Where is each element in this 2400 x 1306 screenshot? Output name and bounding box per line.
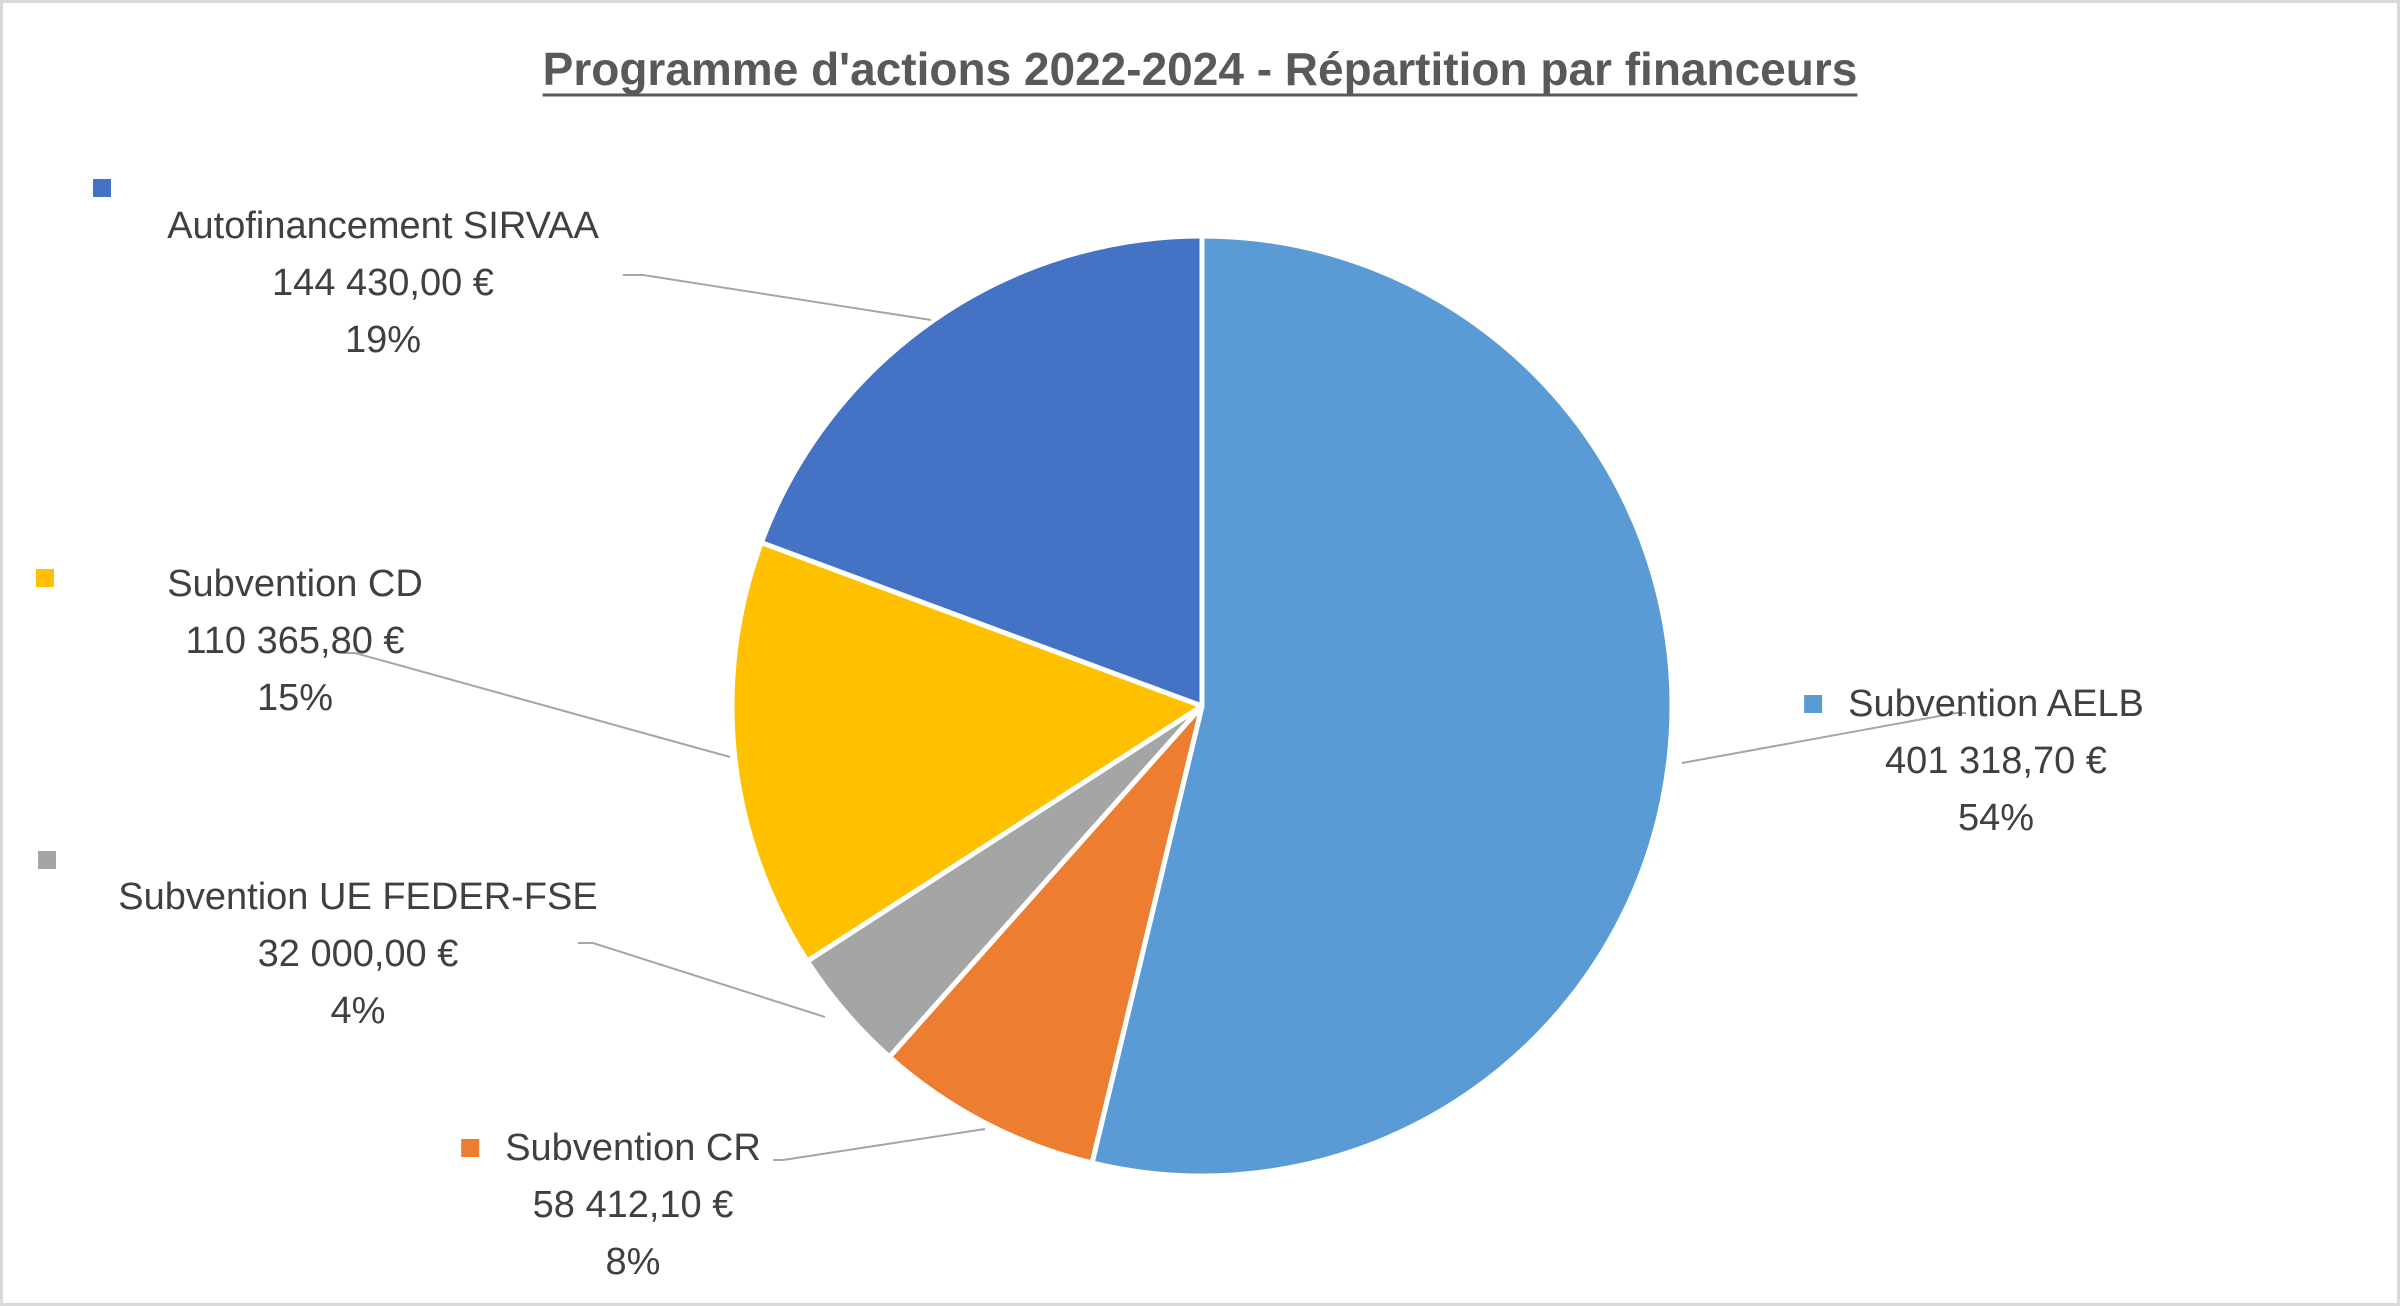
legend-key xyxy=(461,1139,480,1157)
slices-layer xyxy=(729,233,1675,1179)
data-label: Autofinancement SIRVAA 144 430,00 € 19% xyxy=(167,205,599,361)
label-value: 58 412,10 € xyxy=(533,1184,734,1226)
label-percent: 19% xyxy=(345,319,421,361)
label-name: Subvention UE FEDER-FSE xyxy=(118,876,597,918)
label-percent: 8% xyxy=(606,1241,661,1283)
pie-slice-subvention-cd xyxy=(729,540,1205,964)
legend-key xyxy=(1804,695,1823,713)
pie-slice-subvention-cr xyxy=(886,703,1205,1166)
data-label: Subvention UE FEDER-FSE 32 000,00 € 4% xyxy=(118,876,597,1032)
label-name: Autofinancement SIRVAA xyxy=(167,205,599,247)
label-name: Subvention AELB xyxy=(1848,683,2144,725)
label-percent: 15% xyxy=(257,677,333,719)
label-value: 32 000,00 € xyxy=(258,933,459,975)
pie-slice-autofinancement-sirvaa xyxy=(758,233,1205,709)
data-label: Subvention CR 58 412,10 € 8% xyxy=(505,1127,761,1283)
data-label: Subvention AELB 401 318,70 € 54% xyxy=(1848,683,2144,839)
label-percent: 4% xyxy=(331,990,386,1032)
legend-key xyxy=(93,179,111,197)
leader-lines xyxy=(343,274,1966,1161)
label-percent: 54% xyxy=(1958,797,2034,839)
chart-title: Programme d'actions 2022-2024 - Répartit… xyxy=(543,43,1858,95)
pie-chart: Programme d'actions 2022-2024 - Répartit… xyxy=(36,43,2144,1283)
label-value: 144 430,00 € xyxy=(272,262,494,304)
legend-key xyxy=(38,851,56,869)
leader-line xyxy=(578,942,826,1018)
label-value: 401 318,70 € xyxy=(1885,740,2107,782)
leader-line xyxy=(623,274,932,321)
pie-slice-subvention-aelb xyxy=(1089,233,1675,1179)
leader-line xyxy=(773,1128,986,1161)
label-name: Subvention CD xyxy=(167,563,423,605)
data-label: Subvention CD 110 365,80 € 15% xyxy=(167,563,423,719)
leader-line xyxy=(1681,712,1966,764)
label-value: 110 365,80 € xyxy=(185,620,404,662)
legend-key xyxy=(36,569,54,587)
leader-line xyxy=(343,652,731,758)
label-name: Subvention CR xyxy=(505,1127,761,1169)
data-labels: Subvention AELB 401 318,70 €54%Subvention… xyxy=(36,179,2144,1283)
